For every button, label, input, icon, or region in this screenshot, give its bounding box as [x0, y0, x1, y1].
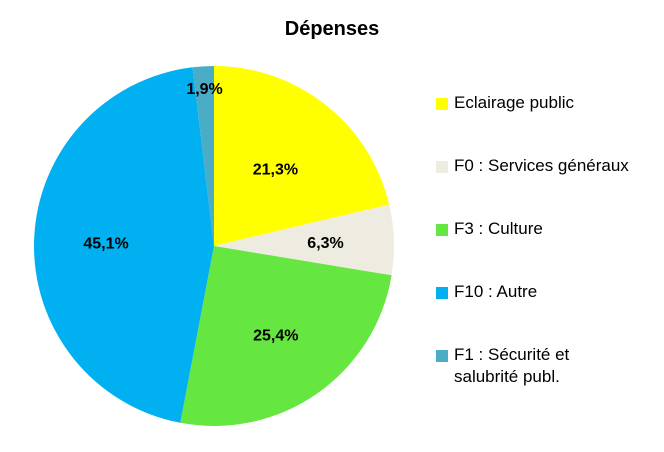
- pie-slice-5: [192, 66, 214, 246]
- slice-data-label-1: 21,3%: [253, 161, 298, 178]
- slice-data-label-2: 6,3%: [307, 235, 343, 252]
- pie-slice-3: [180, 246, 392, 426]
- legend-swatch-5: [436, 350, 448, 362]
- legend-label-1: Eclairage public: [454, 93, 575, 112]
- pie-slice-4: [33, 67, 214, 423]
- legend-label-3: F3 : Culture: [454, 219, 543, 238]
- slice-data-label-4: 45,1%: [83, 235, 128, 252]
- legend-swatch-1: [436, 98, 448, 110]
- legend-label-4: F10 : Autre: [454, 282, 538, 301]
- legend-label-5: F1 : Sécurité et salubrité publ.: [454, 345, 570, 386]
- pie-slice-2: [214, 204, 394, 276]
- slice-data-label-3: 25,4%: [253, 328, 298, 345]
- chart-title: Dépenses: [284, 18, 380, 40]
- legend-swatch-2: [436, 161, 448, 173]
- legend-swatch-3: [436, 224, 448, 236]
- slice-data-label-5: 1,9%: [186, 81, 222, 98]
- legend-swatch-4: [436, 287, 448, 299]
- pie-slice-1: [214, 66, 390, 246]
- legend-label-2: F0 : Services généraux: [454, 156, 629, 175]
